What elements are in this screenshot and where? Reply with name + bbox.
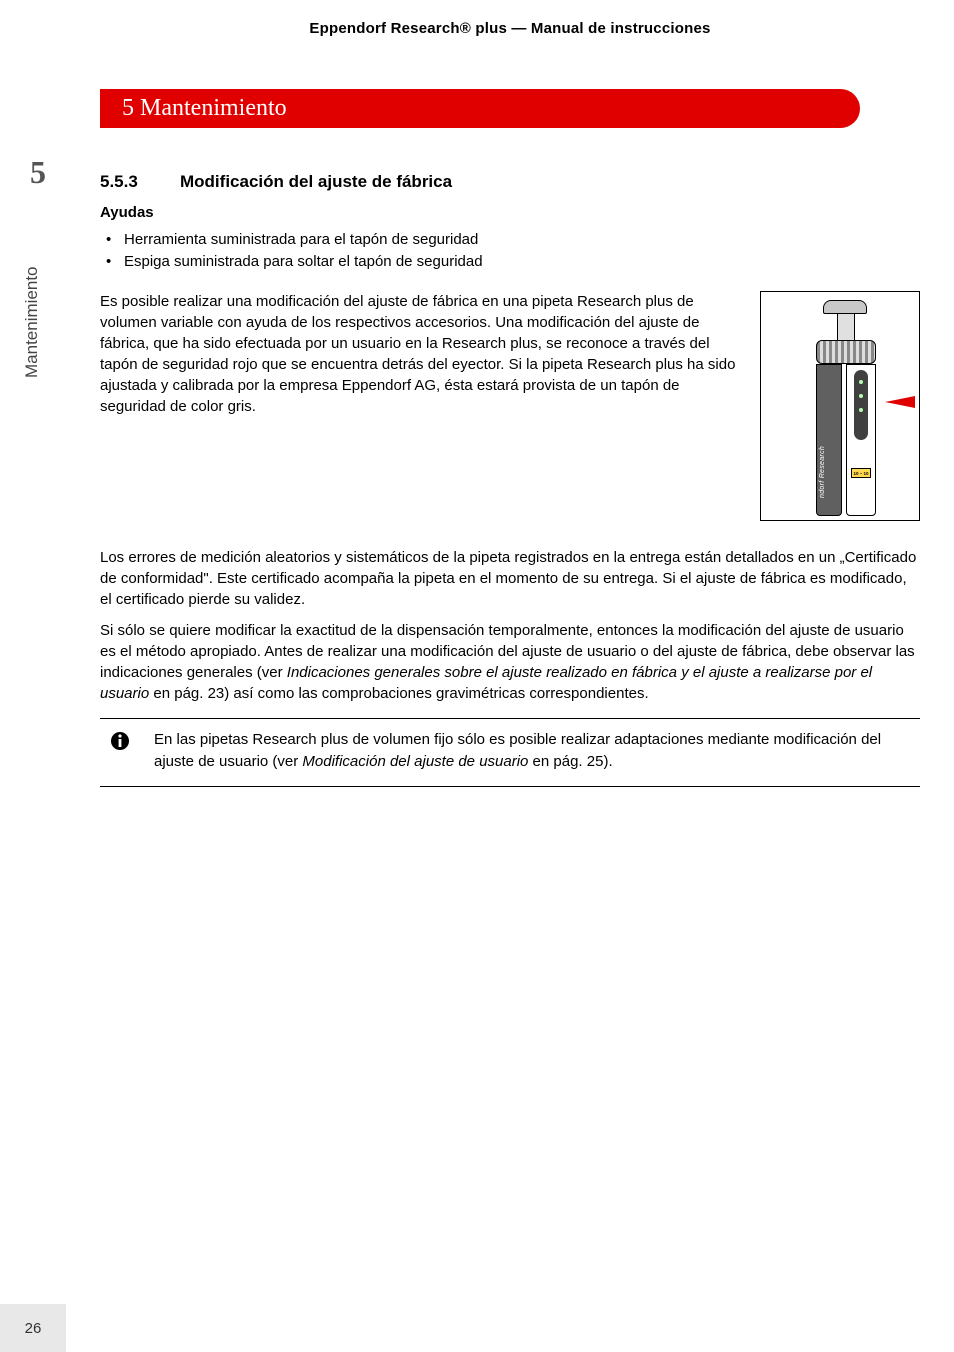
- note-text-italic: Modificación del ajuste de usuario: [302, 753, 528, 770]
- pipette-display-window: [854, 370, 868, 440]
- aids-subheading: Ayudas: [100, 204, 920, 221]
- pipette-dot: [859, 394, 863, 398]
- info-note: En las pipetas Research plus de volumen …: [100, 718, 920, 787]
- intro-block: Es posible realizar una modificación del…: [100, 291, 920, 521]
- pipette-range-label: 10 – 10: [851, 468, 871, 478]
- mod-text-b: en pág. 23) así como las comprobaciones …: [149, 685, 648, 702]
- pipette-dot: [859, 380, 863, 384]
- pipette-plunger-shape: [823, 300, 867, 314]
- list-item: Espiga suministrada para soltar el tapón…: [124, 251, 920, 273]
- section-number: 5.5.3: [100, 172, 180, 192]
- red-arrow-icon: [885, 396, 915, 408]
- note-text: En las pipetas Research plus de volumen …: [154, 729, 920, 774]
- intro-paragraph: Es posible realizar una modificación del…: [100, 291, 740, 521]
- aids-list: Herramienta suministrada para el tapón d…: [100, 229, 920, 273]
- chapter-heading-band: 5 Mantenimiento: [100, 89, 860, 128]
- section-title: Modificación del ajuste de fábrica: [180, 172, 452, 192]
- page-number: 26: [0, 1304, 66, 1352]
- chapter-tab-number: 5: [30, 154, 46, 191]
- modification-paragraph: Si sólo se quiere modificar la exactitud…: [100, 620, 920, 704]
- page-content: Eppendorf Research® plus — Manual de ins…: [100, 20, 920, 787]
- sidebar: 5 Mantenimiento 26: [0, 0, 66, 1352]
- certificate-paragraph: Los errores de medición aleatorios y sis…: [100, 547, 920, 610]
- section-heading: 5.5.3 Modificación del ajuste de fábrica: [100, 172, 920, 192]
- note-text-b: en pág. 25).: [528, 753, 612, 770]
- side-section-label: Mantenimiento: [22, 266, 42, 378]
- list-item: Herramienta suministrada para el tapón d…: [124, 229, 920, 251]
- pipette-illustration: ndorf Research 10 – 10: [760, 291, 920, 521]
- chapter-title: 5 Mantenimiento: [122, 95, 287, 121]
- running-header: Eppendorf Research® plus — Manual de ins…: [100, 20, 920, 37]
- pipette-collar-shape: [816, 340, 876, 364]
- pipette-dot: [859, 408, 863, 412]
- pipette-body-label: ndorf Research: [819, 445, 826, 497]
- info-icon: [110, 731, 130, 774]
- pipette-neck-shape: [837, 314, 855, 342]
